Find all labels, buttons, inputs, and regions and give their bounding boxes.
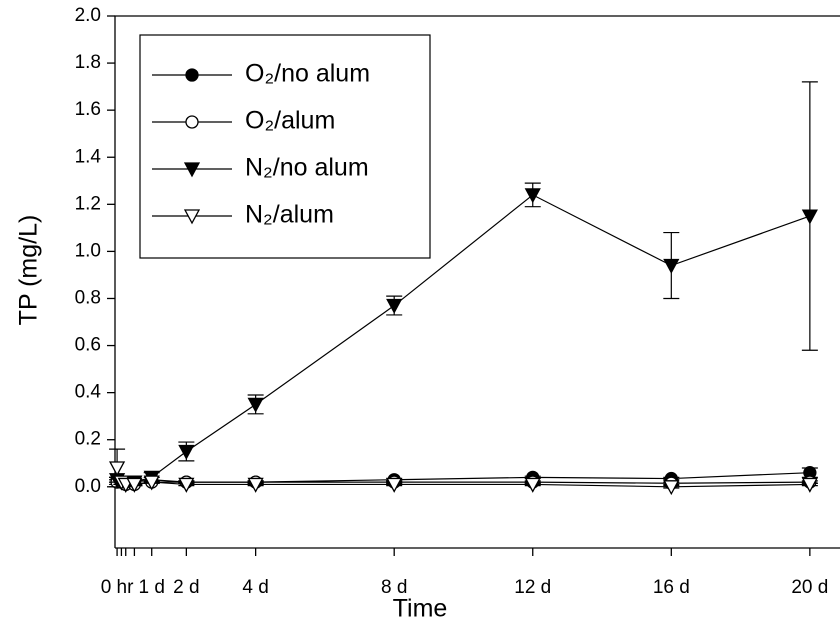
x-tick-label: 4 d bbox=[242, 577, 268, 598]
marker bbox=[386, 298, 403, 314]
legend-marker bbox=[183, 162, 201, 178]
legend-label: N₂/alum bbox=[245, 201, 334, 229]
y-tick-label: 2.0 bbox=[75, 5, 101, 26]
legend-label: O₂/alum bbox=[245, 107, 335, 135]
marker bbox=[524, 188, 541, 204]
marker bbox=[178, 477, 195, 493]
legend-marker bbox=[183, 209, 201, 225]
y-tick-label: 1.8 bbox=[75, 52, 101, 73]
y-tick-label: 1.0 bbox=[75, 240, 101, 261]
legend-label: O₂/no alum bbox=[245, 60, 370, 88]
y-tick-label: 1.4 bbox=[75, 146, 102, 167]
marker bbox=[801, 477, 818, 493]
series bbox=[108, 448, 818, 496]
series-line bbox=[116, 472, 810, 483]
marker bbox=[247, 477, 264, 493]
y-tick-label: 1.2 bbox=[75, 193, 101, 214]
x-tick-label: 20 d bbox=[791, 577, 828, 598]
legend-marker bbox=[185, 68, 199, 82]
y-tick-label: 0.0 bbox=[75, 476, 101, 497]
marker bbox=[143, 475, 160, 491]
x-axis-title: Time bbox=[393, 595, 448, 623]
x-tick-label: 8 d bbox=[381, 577, 407, 598]
marker bbox=[126, 477, 143, 493]
y-tick-label: 1.6 bbox=[75, 99, 101, 120]
marker bbox=[801, 209, 818, 225]
marker bbox=[386, 477, 403, 493]
x-tick-label: 16 d bbox=[653, 577, 690, 598]
x-tick-label: 1 d bbox=[139, 577, 165, 598]
marker bbox=[663, 258, 680, 274]
y-tick-label: 0.2 bbox=[75, 429, 101, 450]
marker bbox=[663, 480, 680, 496]
x-tick-label: 0 hr bbox=[101, 577, 134, 598]
x-tick-label: 2 d bbox=[173, 577, 199, 598]
legend: O₂/no alum O₂/alum N₂/no alum N₂/alum bbox=[139, 34, 431, 259]
marker bbox=[178, 444, 195, 460]
y-axis-title: TP (mg/L) bbox=[15, 215, 43, 326]
marker bbox=[108, 461, 126, 477]
marker bbox=[247, 397, 264, 413]
y-tick-label: 0.8 bbox=[75, 287, 101, 308]
y-tick-label: 0.6 bbox=[75, 335, 101, 356]
marker bbox=[524, 477, 541, 493]
legend-label: N₂/no alum bbox=[245, 154, 369, 182]
x-tick-label: 12 d bbox=[514, 577, 551, 598]
y-tick-label: 0.4 bbox=[75, 382, 102, 403]
legend-marker bbox=[185, 115, 199, 129]
